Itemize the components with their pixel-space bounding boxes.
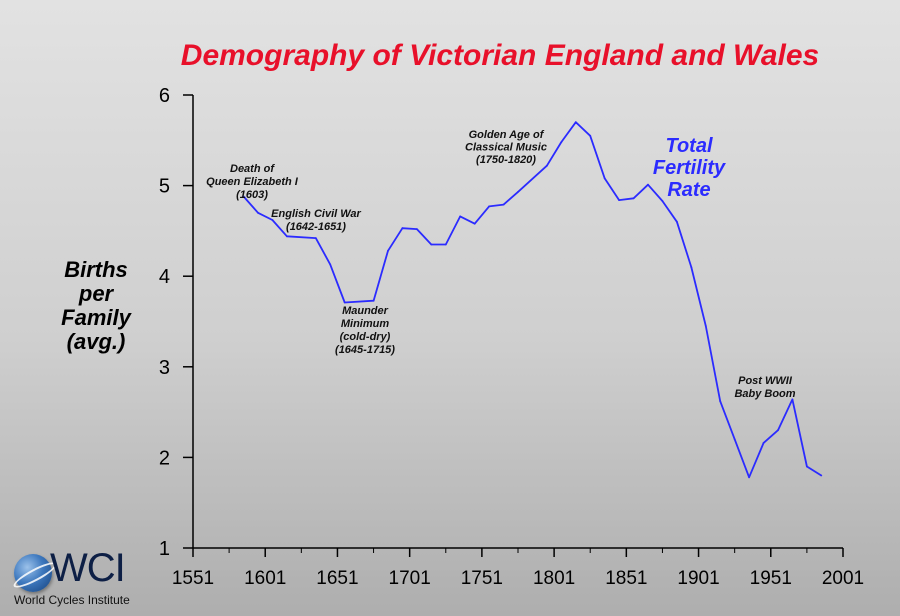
data-point <box>560 141 563 144</box>
data-point <box>517 191 519 193</box>
y-axis-label-line: per <box>78 281 115 306</box>
globe-icon <box>14 554 52 592</box>
data-point <box>661 200 664 202</box>
data-point <box>603 177 606 180</box>
x-tick-label: 1701 <box>389 568 431 589</box>
annotation-text: (cold-dry) <box>340 331 391 343</box>
data-point <box>733 438 736 441</box>
data-point <box>647 183 649 186</box>
series-line-total-fertility-rate <box>242 121 822 479</box>
data-point <box>589 134 592 137</box>
x-tick-label: 2001 <box>822 568 864 589</box>
annotation-text: Golden Age of <box>469 129 545 141</box>
data-point <box>343 301 346 304</box>
data-point <box>459 215 462 218</box>
data-point <box>820 474 823 477</box>
y-tick-label: 4 <box>159 266 170 288</box>
data-point <box>676 220 678 223</box>
y-tick-label: 5 <box>159 176 170 198</box>
annotation-text: Post WWII <box>738 375 793 387</box>
y-axis-label-line: Births <box>64 257 128 282</box>
data-point <box>430 243 433 246</box>
series-label-line: Fertility <box>653 157 726 179</box>
annotation-text: Maunder <box>342 305 389 317</box>
data-point <box>473 222 476 225</box>
data-point <box>257 211 259 214</box>
x-tick-label: 1551 <box>172 568 214 589</box>
data-point <box>618 199 620 202</box>
x-tick-label: 1601 <box>244 568 286 589</box>
data-point <box>690 266 693 268</box>
data-point <box>271 219 274 221</box>
series-label-line: Total <box>665 135 712 157</box>
annotation-text: Queen Elizabeth I <box>206 176 299 188</box>
annotation-text: (1642-1651) <box>286 221 346 233</box>
annotation-text: (1603) <box>236 189 268 201</box>
y-tick-label: 1 <box>159 538 170 560</box>
x-tick-label: 1951 <box>750 568 792 589</box>
data-point <box>719 400 722 403</box>
logo-text: WCI <box>50 546 126 590</box>
annotation-text: (1750-1820) <box>476 154 536 166</box>
data-point <box>791 398 794 401</box>
annotation-text: English Civil War <box>271 208 361 220</box>
data-point <box>748 476 750 479</box>
data-point <box>777 429 779 432</box>
logo-subtitle: World Cycles Institute <box>14 593 130 607</box>
annotation-text: Minimum <box>341 318 389 330</box>
data-point <box>314 237 317 240</box>
data-point <box>242 195 245 198</box>
chart-title: Demography of Victorian England and Wale… <box>181 39 819 72</box>
tick-marks: 1 2 3 4 5 6 1551 1601 1651 1701 1751 1801 1851 1901 19… <box>159 85 864 589</box>
x-tick-label: 1751 <box>461 568 503 589</box>
data-point <box>401 227 404 230</box>
wci-logo: WCI World Cycles Institute <box>12 546 152 610</box>
data-point <box>632 197 635 200</box>
annotation-text: Baby Boom <box>734 388 795 400</box>
data-point <box>574 121 577 124</box>
annotation-text: Classical Music <box>465 142 547 154</box>
data-point <box>502 203 505 206</box>
data-point <box>704 325 707 327</box>
annotation-text: (1645-1715) <box>335 344 395 356</box>
series-group <box>242 121 823 479</box>
y-axis-label-line: (avg.) <box>67 329 126 354</box>
data-point <box>286 235 288 238</box>
y-tick-label: 6 <box>159 85 170 107</box>
y-tick-label: 3 <box>159 357 170 379</box>
annotation-text: Death of <box>230 163 275 175</box>
series-label-line: Rate <box>667 179 710 201</box>
y-axis-label-line: Family <box>61 305 132 330</box>
data-point <box>546 164 548 167</box>
x-tick-label: 1801 <box>533 568 575 589</box>
data-point <box>444 243 447 246</box>
data-point <box>372 299 375 302</box>
data-point <box>329 263 332 266</box>
data-point <box>488 205 490 208</box>
data-point <box>806 465 808 468</box>
x-tick-label: 1901 <box>677 568 719 589</box>
x-tick-label: 1851 <box>605 568 647 589</box>
data-point <box>416 228 418 231</box>
x-tick-label: 1651 <box>316 568 358 589</box>
y-tick-label: 2 <box>159 447 170 469</box>
data-point <box>387 249 389 252</box>
data-point <box>762 442 765 444</box>
